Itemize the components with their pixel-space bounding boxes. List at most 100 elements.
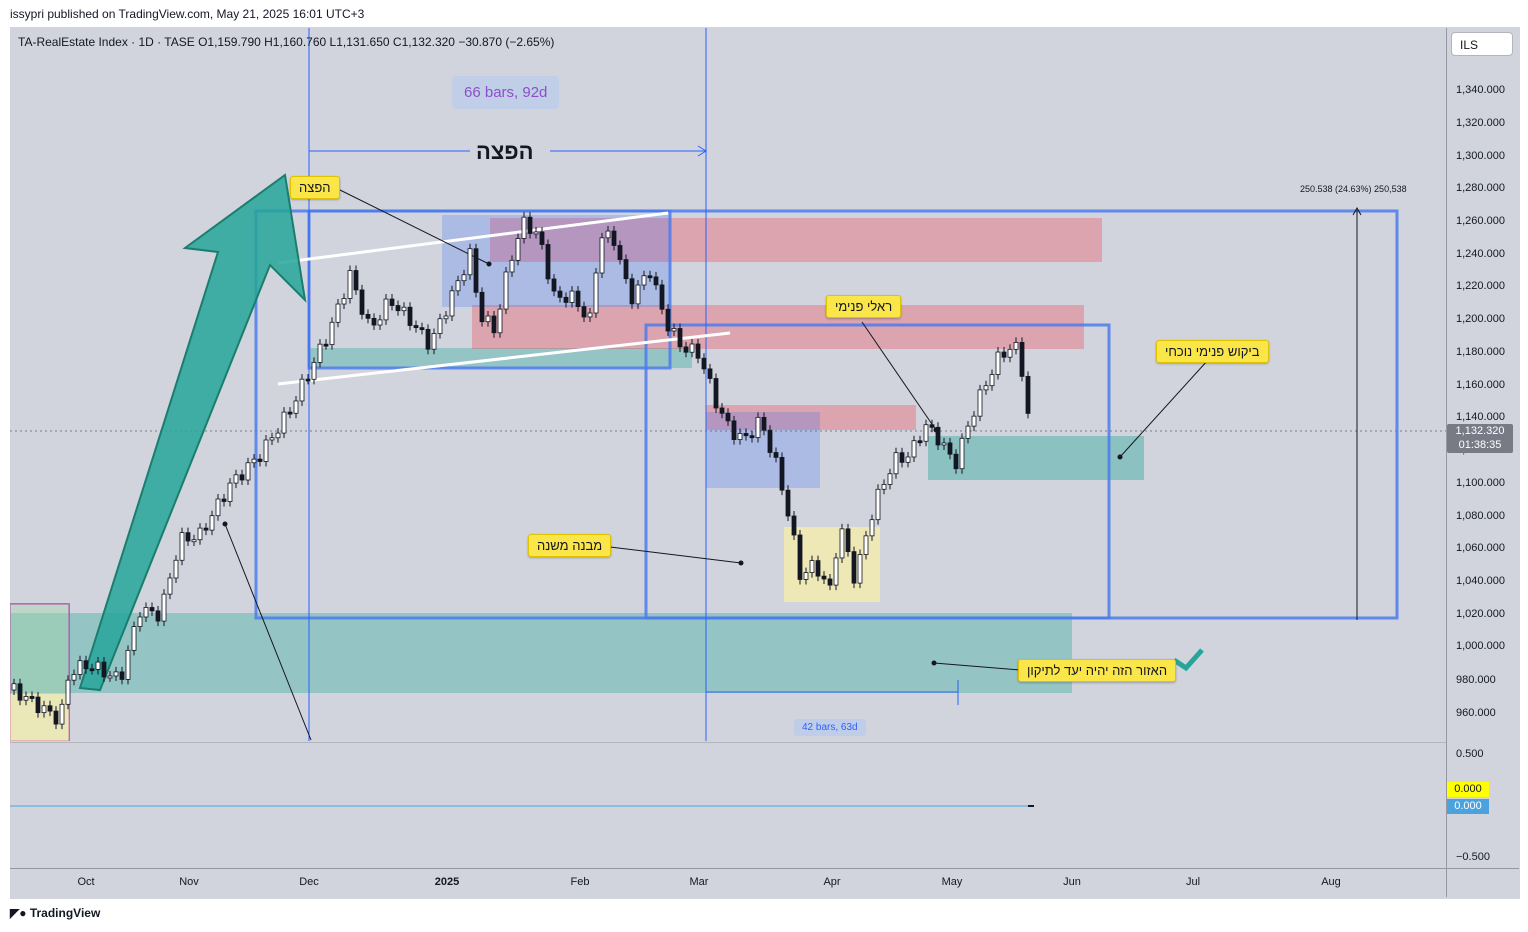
candle-body [329,321,335,346]
footer-brand: TradingView [29,906,101,920]
callout-secondary-structure[interactable]: מבנה משנה [528,534,612,557]
candle-body [113,671,119,677]
candle-body [1001,351,1007,358]
candle-body [557,290,563,298]
candle-body [101,661,107,678]
candle-body [725,412,731,422]
candle-body [749,435,755,439]
candle-body [707,368,713,379]
candle-body [269,437,275,441]
bars-range-label-small[interactable]: 42 bars, 63d [794,719,866,736]
candle-body [779,456,785,491]
osc-value-blue: 0.000 [1447,799,1489,814]
candle-body [929,424,935,428]
candle-body [89,668,95,672]
callout-distribution[interactable]: הפצה [290,176,340,199]
candle-body [827,578,833,586]
candle-body [41,705,47,714]
time-tick: Aug [1321,876,1341,888]
candle-body [569,290,575,303]
candle-body [449,290,455,317]
candle-body [977,389,983,417]
candle-body [53,710,59,725]
candle-body [671,328,677,332]
candle-body [425,328,431,350]
candle-body [653,276,659,286]
symbol-legend[interactable]: TA-RealEstate Index · 1D · TASE O1,159.7… [18,35,554,49]
candle-body [983,385,989,391]
tradingview-logo[interactable]: ◤● TradingView [10,906,100,920]
candle-body [713,378,719,409]
candle-body [491,315,497,334]
candle-body [173,559,179,579]
measure-label: 250.538 (24.63%) 250,538 [1300,184,1407,194]
candle-body [593,272,599,314]
candle-body [341,298,347,305]
candle-body [743,433,749,437]
price-tick: 1,060.000 [1456,542,1505,554]
candle-body [383,298,389,321]
candle-body [563,296,569,303]
candle-body [551,278,557,292]
price-tick: 1,260.000 [1456,215,1505,227]
candle-body [467,248,473,276]
candle-body [455,280,461,292]
candle-body [881,484,887,490]
candle-body [887,473,893,485]
currency-button[interactable]: ILS [1451,32,1513,56]
candle-body [185,532,191,542]
candle-body [1013,342,1019,350]
candle-body [119,671,125,680]
trend-arrow-icon [78,173,307,692]
candle-body [239,474,245,481]
candle-body [143,607,149,618]
time-tick: May [941,876,963,888]
candle-body [857,554,863,584]
candle-body [347,270,353,299]
candle-body [539,231,545,245]
candle-body [257,458,263,462]
candle-body [377,319,383,326]
target-demand-zone [10,613,1072,693]
candle-body [17,683,23,701]
candle-body [875,488,881,521]
candle-body [263,439,269,462]
callout-internal-rally[interactable]: ראלי פנימי [826,295,902,318]
candle-body [737,433,743,440]
candles [11,212,1031,730]
tv-logo-icon: ◤● [10,906,27,920]
price-tick: 1,200.000 [1456,313,1505,325]
candle-body [161,593,167,622]
candle-body [77,660,83,675]
candle-body [629,278,635,305]
candle-body [935,426,941,446]
candle-body [149,607,155,612]
candle-body [665,308,671,332]
price-tick: 1,040.000 [1456,575,1505,587]
price-tick: 1,340.000 [1456,84,1505,96]
candle-body [731,420,737,440]
callout-current-demand[interactable]: ביקוש פנימי נוכחי [1156,340,1269,363]
bar-countdown: 01:38:35 [1458,439,1502,451]
candle-body [359,289,365,315]
candle-body [473,248,479,293]
candle-body [845,528,851,553]
candle-body [527,216,533,234]
time-axis[interactable] [10,868,1446,897]
candle-body [11,683,17,691]
candle-body [167,577,173,595]
distribution-title[interactable]: הפצה [470,139,540,165]
candle-body [431,333,437,350]
candle-body [989,374,995,387]
candle-body [1007,348,1013,358]
candle-body [533,231,539,235]
candle-body [635,284,641,305]
candle-body [215,498,221,517]
candle-body [575,290,581,308]
legend-symbol: TA-RealEstate Index · 1D · TASE [18,35,195,49]
candle-body [809,560,815,574]
callout-target-zone[interactable]: האזור הזה יהיה יעד לתיקון [1018,659,1177,682]
bars-range-label[interactable]: 66 bars, 92d [452,76,560,109]
price-pane[interactable] [10,28,1446,741]
candle-body [953,453,959,470]
